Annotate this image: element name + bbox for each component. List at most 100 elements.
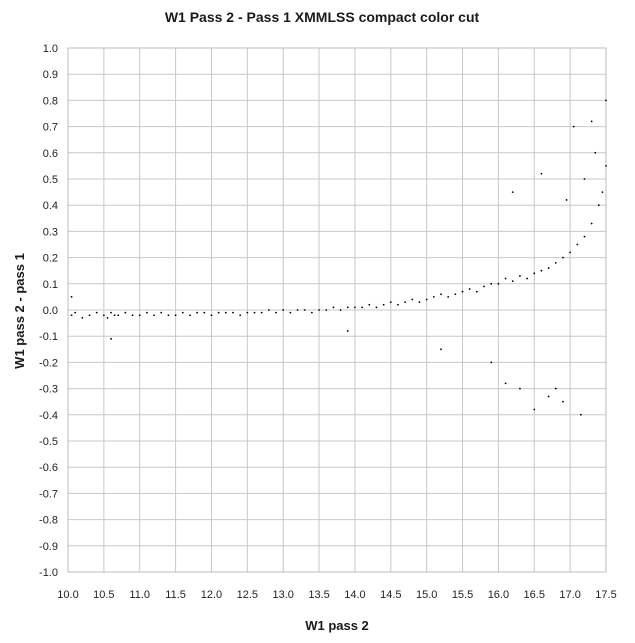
y-tick-label: 0.2	[43, 253, 58, 265]
data-point	[102, 314, 105, 317]
data-point	[440, 348, 442, 351]
data-point	[562, 400, 564, 403]
data-point	[440, 293, 442, 296]
data-point	[110, 337, 112, 340]
data-point	[260, 311, 263, 314]
y-tick-label: 0.0	[43, 305, 58, 317]
y-tick-label: -0.6	[39, 462, 58, 474]
data-point	[425, 298, 428, 301]
data-point	[203, 311, 206, 314]
data-point	[167, 314, 170, 317]
x-tick-label: 17.5	[595, 589, 616, 601]
x-tick-label: 10.0	[57, 589, 78, 601]
data-point	[540, 269, 543, 272]
data-point	[590, 222, 593, 225]
data-point	[368, 303, 371, 306]
y-tick-label: -0.2	[39, 357, 58, 369]
x-tick-label: 16.5	[524, 589, 545, 601]
data-point	[504, 382, 507, 385]
data-point	[504, 277, 507, 280]
data-point	[454, 293, 457, 296]
data-point	[526, 277, 528, 280]
data-point	[461, 290, 464, 293]
data-point	[605, 99, 607, 102]
data-point	[70, 314, 73, 317]
x-tick-label: 11.5	[165, 589, 186, 601]
data-point	[583, 235, 586, 238]
y-tick-labels: 1.0 0.9 0.8 0.7 0.6 0.5 0.4 0.3 0.2 0.1 0.0 -0.1 -0.…	[39, 43, 58, 579]
y-tick-label: 0.7	[43, 122, 58, 134]
data-point	[519, 387, 521, 390]
data-point	[346, 330, 349, 332]
data-point	[382, 303, 385, 306]
data-point	[70, 296, 73, 298]
data-point	[106, 316, 109, 319]
y-tick-label: -0.5	[39, 436, 58, 448]
y-tick-label: 0.4	[43, 200, 58, 212]
data-point	[361, 306, 364, 309]
y-tick-label: -0.1	[39, 331, 58, 343]
data-point	[196, 311, 199, 314]
y-tick-label: -0.9	[39, 541, 58, 553]
data-point	[153, 314, 155, 317]
y-tick-label: -0.3	[39, 384, 58, 396]
data-point	[332, 306, 335, 309]
x-tick-label: 14.5	[380, 589, 401, 601]
data-point	[483, 285, 485, 288]
data-point	[117, 314, 120, 317]
data-point	[590, 120, 593, 123]
data-point	[601, 191, 604, 194]
data-point	[282, 309, 285, 311]
data-point	[519, 275, 521, 277]
y-tick-label: 0.8	[43, 95, 58, 107]
x-axis-title: W1 pass 2	[305, 618, 369, 633]
x-tick-label: 11.0	[129, 589, 150, 601]
data-point	[569, 251, 572, 254]
data-point	[310, 311, 313, 314]
data-point	[181, 311, 184, 314]
y-tick-label: 0.9	[43, 69, 58, 81]
y-axis-title: W1 pass 2 - pass 1	[12, 253, 27, 369]
data-point	[547, 267, 550, 269]
x-tick-label: 13.5	[308, 589, 329, 601]
data-point	[562, 256, 564, 259]
y-tick-label: 0.1	[43, 279, 58, 291]
data-point	[354, 306, 356, 309]
data-point	[597, 204, 600, 207]
data-point	[296, 309, 299, 311]
data-point	[389, 301, 392, 304]
data-point	[74, 311, 77, 314]
data-point	[540, 172, 543, 175]
data-point	[131, 314, 134, 317]
chart-title: W1 Pass 2 - Pass 1 XMMLSS compact color …	[165, 9, 480, 25]
data-point	[547, 395, 550, 398]
x-tick-label: 10.5	[93, 589, 114, 601]
data-point	[572, 125, 575, 128]
grid-lines	[67, 47, 607, 573]
data-point	[232, 311, 234, 314]
y-tick-label: -0.4	[39, 410, 58, 422]
data-point	[325, 309, 328, 311]
data-point	[404, 301, 407, 304]
data-point	[124, 311, 127, 314]
x-tick-labels: 10.0 10.5 11.0 11.5 12.0 12.5 13.0 13.5 14.0 14.5…	[57, 589, 616, 601]
x-tick-label: 14.0	[344, 589, 365, 601]
data-point	[554, 261, 557, 264]
data-point	[217, 311, 220, 314]
data-point	[490, 361, 493, 364]
x-tick-label: 15.5	[452, 589, 473, 601]
y-tick-label: -0.8	[39, 515, 58, 527]
data-point	[411, 298, 414, 301]
data-point	[533, 272, 536, 275]
data-point	[447, 296, 450, 298]
data-point	[554, 387, 557, 390]
data-point	[397, 303, 399, 306]
x-tick-label: 12.5	[237, 589, 258, 601]
y-tick-label: -0.7	[39, 488, 58, 500]
plot-frame	[67, 47, 607, 573]
data-point	[95, 311, 98, 314]
x-tick-label: 15.0	[416, 589, 437, 601]
data-point	[490, 282, 493, 285]
data-point	[110, 311, 112, 314]
data-point	[189, 314, 191, 317]
